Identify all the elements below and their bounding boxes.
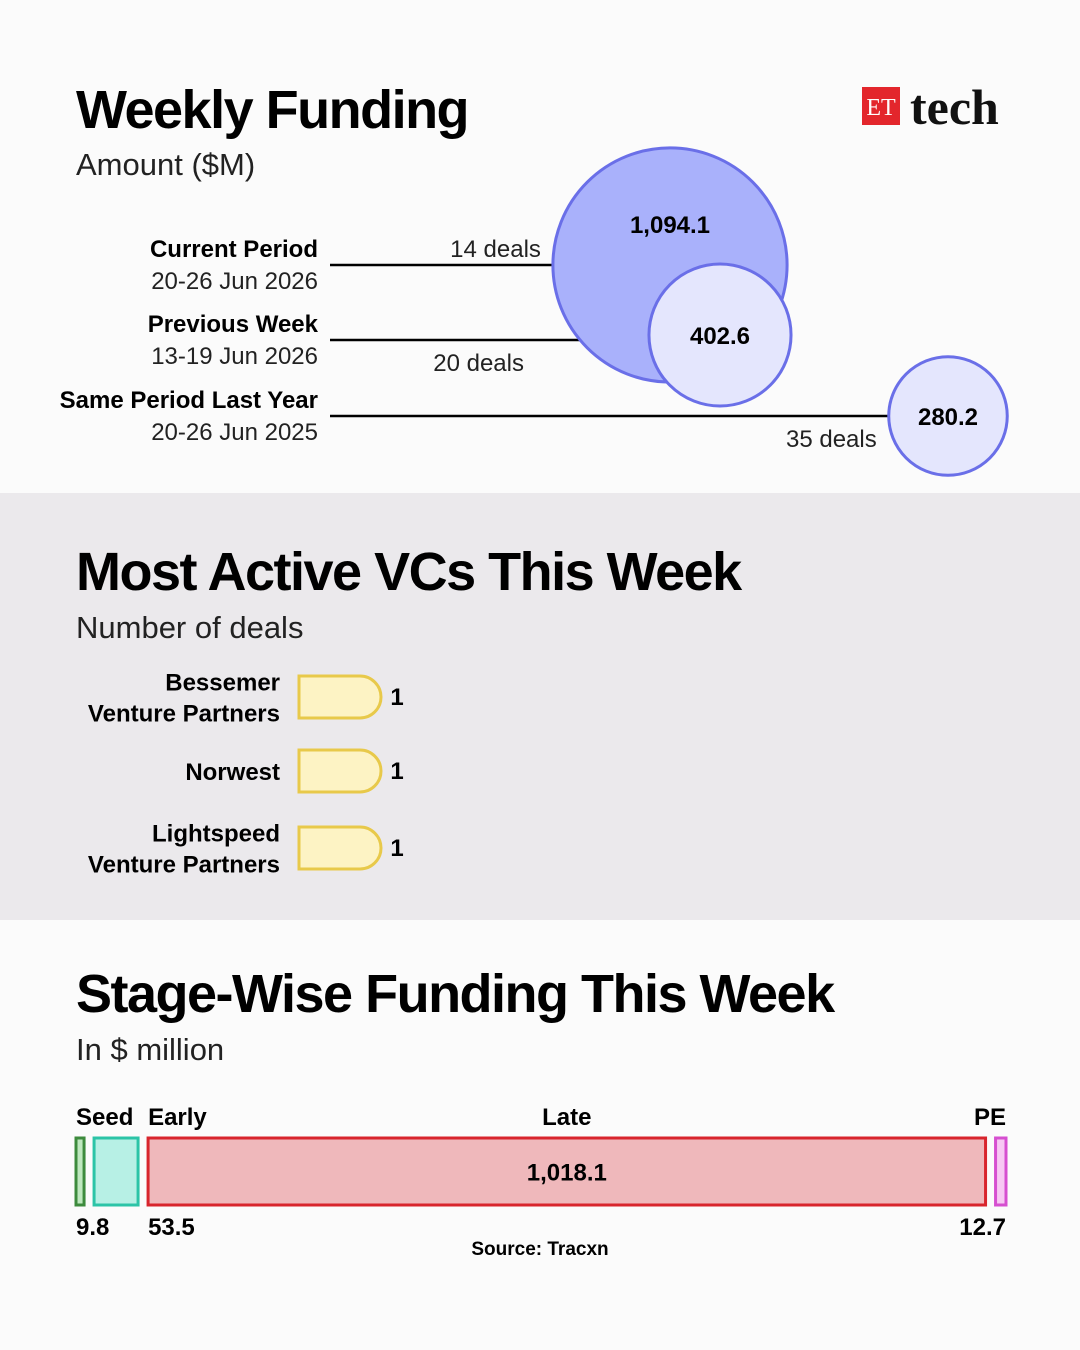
- bubble: [647, 262, 793, 408]
- stage-name: Early: [148, 1104, 207, 1131]
- bar: [297, 748, 383, 794]
- logo-text: tech: [910, 79, 999, 135]
- stage-value: 9.8: [76, 1214, 109, 1241]
- deal-count: 14 deals: [450, 236, 541, 263]
- chart-subtitle: Amount ($M): [76, 147, 255, 182]
- bar-value: 1: [390, 758, 403, 785]
- period-name: Same Period Last Year: [60, 387, 318, 414]
- period-dates: 20-26 Jun 2026: [151, 268, 318, 295]
- stage-name: PE: [974, 1104, 1006, 1131]
- value-label: 402.6: [690, 323, 750, 350]
- chart-subtitle: In $ million: [76, 1032, 224, 1067]
- vc-name: Norwest: [185, 759, 280, 786]
- stage-name: Late: [542, 1104, 591, 1131]
- stage-name: Seed: [76, 1104, 133, 1131]
- stage-segment: [146, 1136, 988, 1207]
- chart-title: Most Active VCs This Week: [76, 542, 743, 602]
- chart-title: Weekly Funding: [76, 80, 468, 140]
- bar-value: 1: [390, 684, 403, 711]
- bar: [297, 825, 383, 871]
- logo-mark: ET: [866, 95, 896, 121]
- vc-name: Lightspeed: [152, 821, 280, 848]
- stage-value: 53.5: [148, 1214, 195, 1241]
- bubble: [887, 355, 1009, 477]
- period-name: Previous Week: [148, 311, 319, 338]
- stage-value: 12.7: [959, 1214, 1006, 1241]
- deal-count: 35 deals: [786, 426, 877, 453]
- stage-segment: [994, 1136, 1008, 1207]
- deal-count: 20 deals: [433, 350, 524, 377]
- vc-name: Venture Partners: [88, 701, 280, 728]
- value-label: 280.2: [918, 404, 978, 431]
- bar: [297, 674, 383, 720]
- source: Source: Tracxn: [471, 1239, 608, 1260]
- vc-name: Venture Partners: [88, 852, 280, 879]
- period-dates: 20-26 Jun 2025: [151, 419, 318, 446]
- bar-value: 1: [390, 835, 403, 862]
- chart-subtitle: Number of deals: [76, 610, 303, 645]
- stage-value: 1,018.1: [527, 1160, 607, 1187]
- vc-name: Bessemer: [165, 670, 280, 697]
- stage-segment: [74, 1136, 86, 1207]
- stage-segment: [92, 1136, 140, 1207]
- value-label: 1,094.1: [630, 212, 710, 239]
- chart-title: Stage-Wise Funding This Week: [76, 964, 836, 1024]
- period-dates: 13-19 Jun 2026: [151, 343, 318, 370]
- period-name: Current Period: [150, 236, 318, 263]
- section-background: [0, 493, 1080, 920]
- logo-box: [862, 87, 900, 125]
